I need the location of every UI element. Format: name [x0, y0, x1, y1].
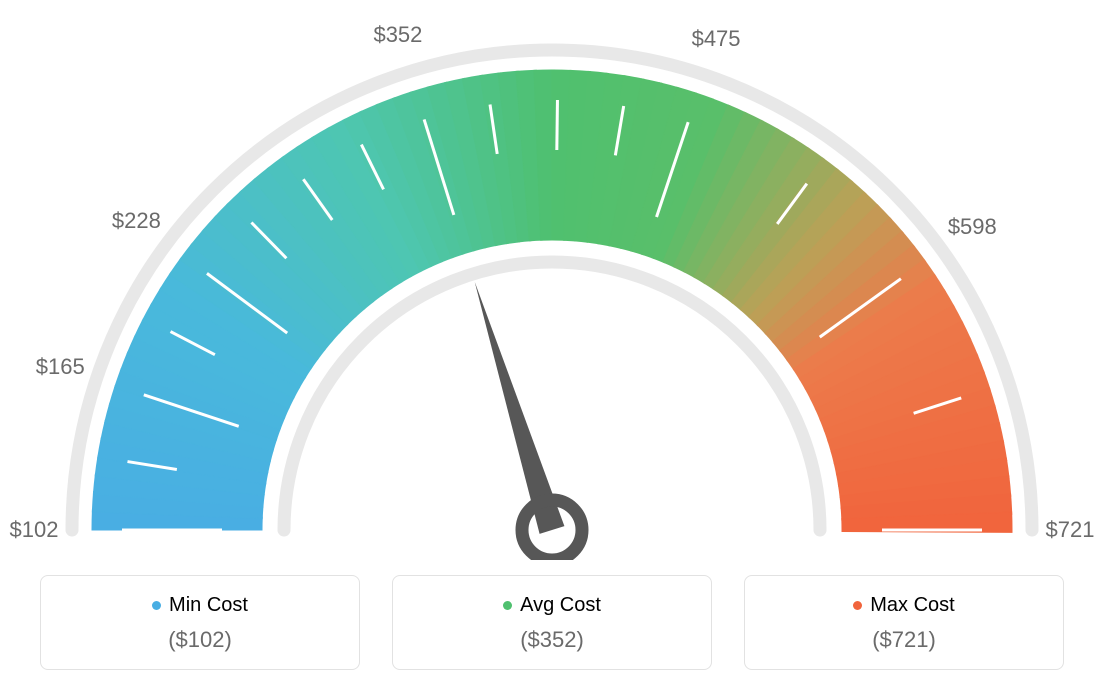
- legend-title-text: Avg Cost: [520, 594, 601, 617]
- gauge-svg: [0, 0, 1104, 560]
- legend-title-text: Min Cost: [169, 594, 248, 617]
- legend-card-avg: Avg Cost ($352): [392, 575, 712, 670]
- dot-icon: [503, 601, 512, 610]
- legend-title-text: Max Cost: [870, 594, 954, 617]
- gauge-tick-label: $102: [10, 517, 59, 543]
- legend-title-min: Min Cost: [152, 594, 248, 617]
- gauge-tick-label: $352: [373, 22, 422, 48]
- dot-icon: [152, 601, 161, 610]
- gauge-tick-label: $165: [36, 354, 85, 380]
- gauge-tick-label: $721: [1046, 517, 1095, 543]
- legend-title-max: Max Cost: [853, 594, 954, 617]
- gauge-chart: $102 $165 $228 $352 $475 $598 $721: [0, 0, 1104, 560]
- legend-row: Min Cost ($102) Avg Cost ($352) Max Cost…: [0, 575, 1104, 670]
- legend-value-max: ($721): [755, 627, 1053, 653]
- legend-card-min: Min Cost ($102): [40, 575, 360, 670]
- dot-icon: [853, 601, 862, 610]
- legend-value-min: ($102): [51, 627, 349, 653]
- gauge-tick-label: $228: [112, 208, 161, 234]
- legend-title-avg: Avg Cost: [503, 594, 601, 617]
- legend-value-avg: ($352): [403, 627, 701, 653]
- gauge-tick-label: $475: [692, 26, 741, 52]
- legend-card-max: Max Cost ($721): [744, 575, 1064, 670]
- gauge-tick-label: $598: [948, 214, 997, 240]
